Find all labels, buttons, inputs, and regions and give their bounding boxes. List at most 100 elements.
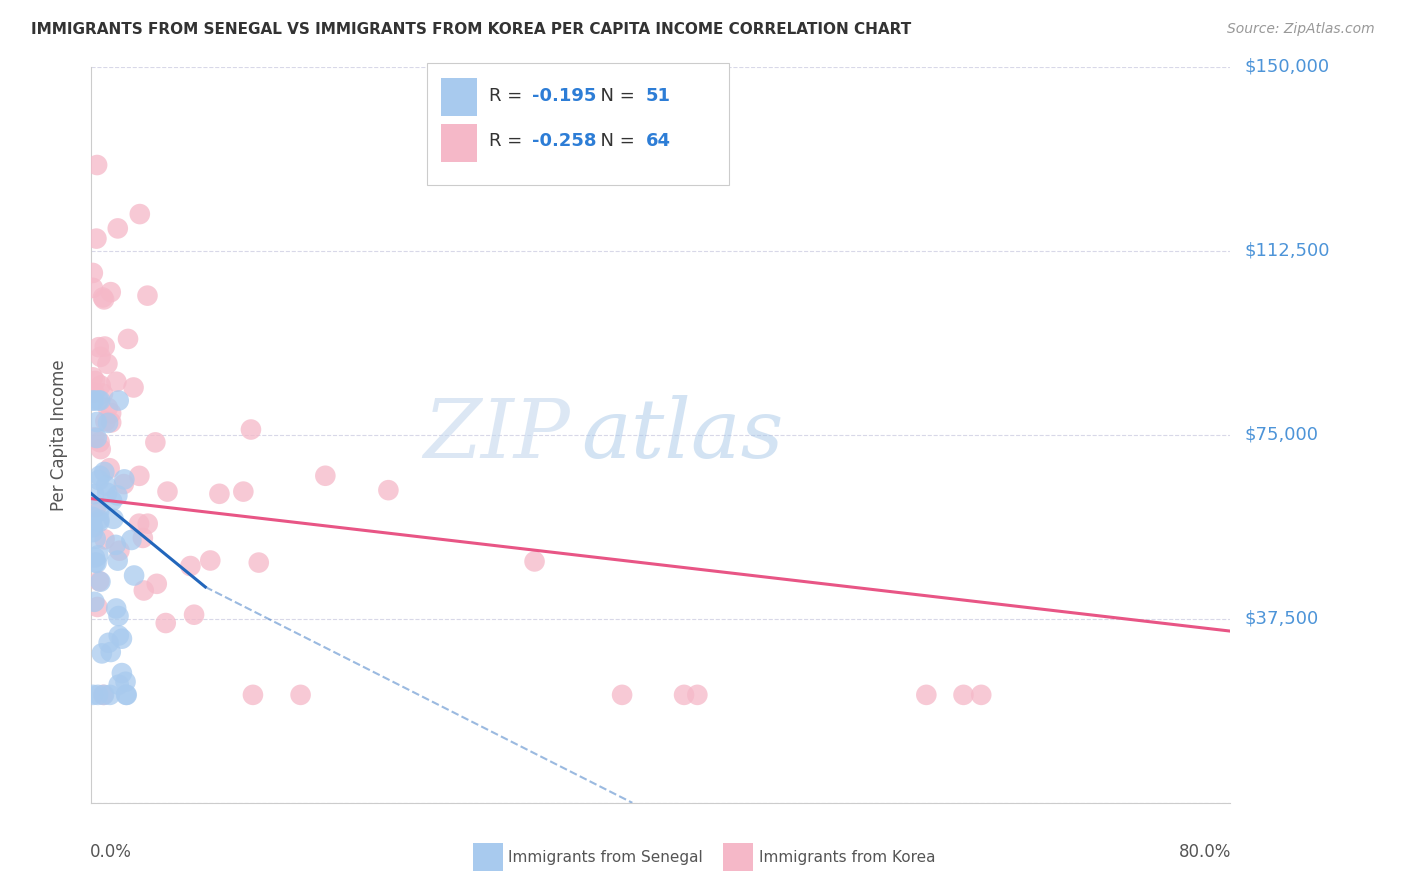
Point	[83, 393, 105, 408]
Point	[115, 688, 138, 702]
Text: Immigrants from Korea: Immigrants from Korea	[759, 850, 935, 864]
Point	[136, 288, 159, 302]
Point	[128, 516, 150, 531]
Point	[97, 401, 120, 415]
Point	[89, 574, 111, 588]
Point	[105, 601, 128, 615]
Text: N =: N =	[589, 87, 641, 104]
Point	[242, 688, 264, 702]
FancyBboxPatch shape	[472, 843, 502, 871]
Point	[314, 468, 336, 483]
Point	[89, 468, 111, 483]
Point	[84, 374, 107, 388]
Text: Source: ZipAtlas.com: Source: ZipAtlas.com	[1227, 22, 1375, 37]
Point	[143, 435, 166, 450]
Point	[107, 553, 129, 567]
Point	[100, 645, 122, 659]
Point	[952, 688, 974, 702]
Point	[103, 512, 125, 526]
Text: N =: N =	[589, 132, 641, 150]
Point	[83, 430, 105, 444]
Point	[87, 505, 110, 519]
Point	[111, 632, 134, 646]
Point	[377, 483, 399, 498]
Point	[105, 375, 128, 389]
Point	[89, 513, 111, 527]
Point	[101, 494, 124, 508]
Point	[107, 609, 129, 624]
Point	[98, 688, 121, 702]
Point	[120, 533, 142, 547]
Point	[86, 431, 108, 445]
Point	[93, 688, 115, 702]
Point	[86, 599, 108, 614]
Point	[94, 414, 117, 428]
Point	[83, 386, 105, 401]
Point	[98, 461, 121, 475]
Text: atlas: atlas	[581, 395, 783, 475]
Point	[112, 477, 135, 491]
Point	[89, 435, 111, 450]
Text: $112,500: $112,500	[1244, 242, 1330, 260]
Point	[84, 556, 107, 570]
Text: $75,000: $75,000	[1244, 425, 1319, 444]
Point	[83, 487, 105, 501]
Point	[247, 556, 270, 570]
Point	[82, 520, 104, 534]
Point	[97, 636, 120, 650]
Text: R =: R =	[489, 132, 527, 150]
Point	[82, 370, 104, 384]
Point	[86, 158, 108, 172]
Point	[100, 416, 122, 430]
Point	[114, 674, 136, 689]
Point	[145, 577, 167, 591]
Text: IMMIGRANTS FROM SENEGAL VS IMMIGRANTS FROM KOREA PER CAPITA INCOME CORRELATION C: IMMIGRANTS FROM SENEGAL VS IMMIGRANTS FR…	[31, 22, 911, 37]
Point	[155, 615, 177, 630]
Point	[82, 393, 104, 408]
Point	[107, 678, 129, 692]
Point	[122, 568, 145, 582]
Point	[83, 595, 105, 609]
Text: 0.0%: 0.0%	[90, 843, 132, 862]
Point	[96, 357, 118, 371]
Point	[673, 688, 696, 702]
Point	[108, 543, 131, 558]
Point	[232, 484, 254, 499]
Point	[107, 393, 129, 408]
Point	[82, 525, 104, 540]
Text: 80.0%: 80.0%	[1180, 843, 1232, 862]
Point	[84, 500, 107, 515]
Point	[107, 221, 129, 235]
Text: Immigrants from Senegal: Immigrants from Senegal	[508, 850, 703, 864]
Text: -0.195: -0.195	[531, 87, 596, 104]
Point	[132, 531, 155, 545]
Point	[523, 554, 546, 568]
Point	[970, 688, 993, 702]
Point	[156, 484, 179, 499]
Point	[93, 293, 115, 307]
Point	[89, 574, 111, 589]
Point	[89, 515, 111, 529]
Point	[84, 532, 107, 546]
Point	[89, 393, 111, 408]
Point	[87, 548, 110, 562]
Text: $37,500: $37,500	[1244, 610, 1319, 628]
Point	[89, 350, 111, 364]
Point	[128, 207, 150, 221]
Point	[183, 607, 205, 622]
Point	[132, 583, 155, 598]
Point	[112, 472, 135, 486]
Point	[93, 688, 115, 702]
Point	[93, 339, 115, 353]
Point	[111, 666, 134, 681]
Text: ZIP: ZIP	[423, 395, 569, 475]
Text: -0.258: -0.258	[531, 132, 596, 150]
Text: 51: 51	[645, 87, 671, 104]
FancyBboxPatch shape	[427, 63, 730, 185]
FancyBboxPatch shape	[724, 843, 754, 871]
Y-axis label: Per Capita Income: Per Capita Income	[49, 359, 67, 510]
Point	[91, 386, 114, 401]
Point	[94, 478, 117, 492]
Point	[128, 468, 150, 483]
Point	[104, 538, 127, 552]
